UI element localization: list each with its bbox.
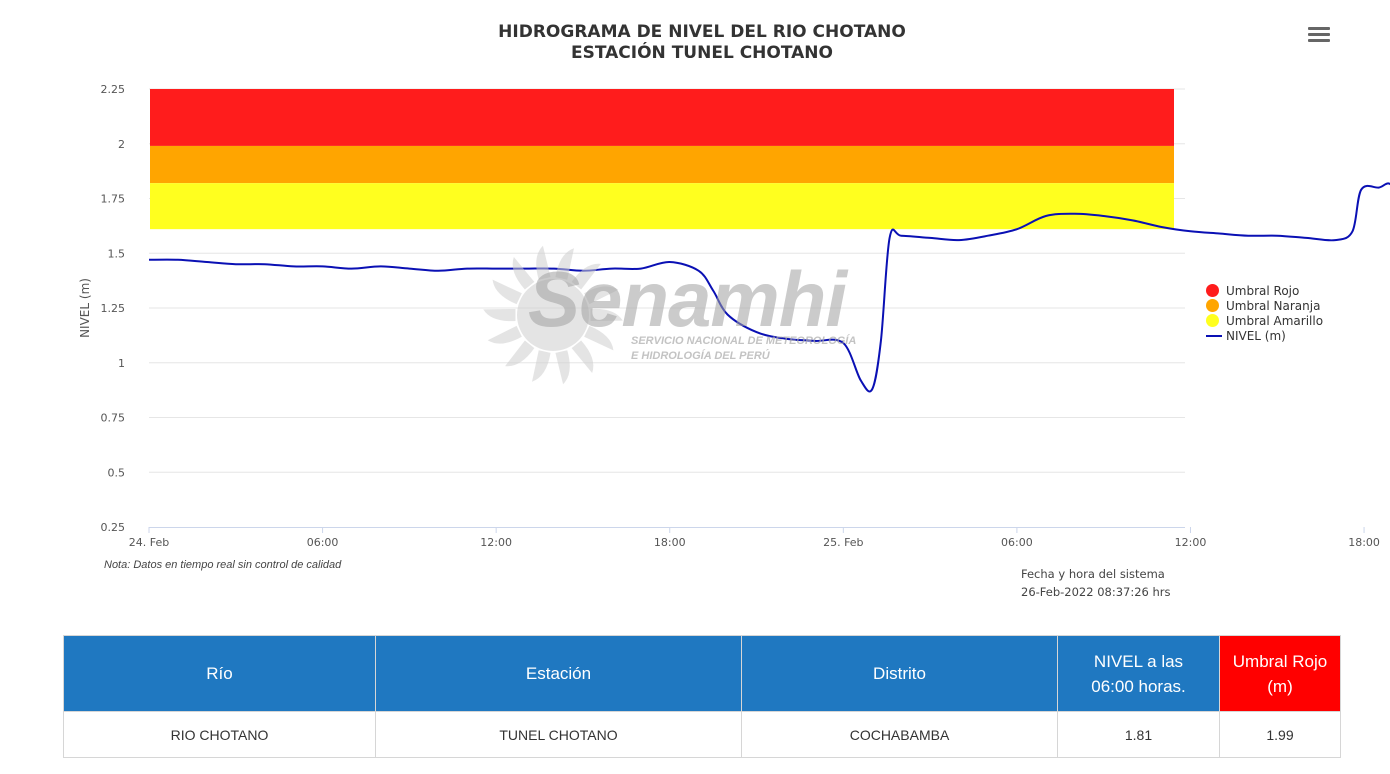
x-tick-label: 25. Feb xyxy=(823,536,863,549)
x-tick-label: 24. Feb xyxy=(129,536,169,549)
x-tick-label: 18:00 xyxy=(654,536,686,549)
y-tick-label: 1 xyxy=(118,357,125,370)
legend-label: Umbral Amarillo xyxy=(1226,313,1324,328)
legend-dot-red-icon xyxy=(1206,284,1219,297)
header-distrito: Distrito xyxy=(741,635,1058,712)
table-header-row: Río Estación Distrito NIVEL a las 06:00 … xyxy=(63,635,1341,712)
header-nivel-line-1: NIVEL a las xyxy=(1093,651,1184,671)
header-nivel: NIVEL a las 06:00 horas. xyxy=(1057,635,1220,712)
header-nivel-line-2: 06:00 horas. xyxy=(1091,676,1186,696)
chart-legend: Umbral Rojo Umbral Naranja Umbral Amaril… xyxy=(1206,283,1323,343)
legend-dot-yellow-icon xyxy=(1206,314,1219,327)
table-row: RIO CHOTANO TUNEL CHOTANO COCHABAMBA 1.8… xyxy=(63,711,1341,758)
legend-dot-orange-icon xyxy=(1206,299,1219,312)
hydrograph-chart: HIDROGRAMA DE NIVEL DEL RIO CHOTANO ESTA… xyxy=(78,22,1390,601)
system-time: Fecha y hora del sistema 26-Feb-2022 08:… xyxy=(1021,565,1171,601)
legend-line-blue-icon xyxy=(1206,334,1222,337)
chart-subtitle: ESTACIÓN TUNEL CHOTANO xyxy=(571,43,833,63)
chart-menu-icon[interactable] xyxy=(1308,27,1330,47)
x-tick-label: 06:00 xyxy=(307,536,339,549)
header-umbral-rojo: Umbral Rojo (m) xyxy=(1219,635,1341,712)
series-line-nivel xyxy=(148,182,1390,393)
x-tick-label: 18:00 xyxy=(1348,536,1380,549)
y-axis-title: NIVEL (m) xyxy=(78,278,92,338)
cell-rio: RIO CHOTANO xyxy=(63,711,376,758)
legend-item-umbral-naranja[interactable]: Umbral Naranja xyxy=(1206,298,1323,313)
x-tick-label: 12:00 xyxy=(1175,536,1207,549)
system-time-value: 26-Feb-2022 08:37:26 hrs xyxy=(1021,585,1171,599)
y-tick-label: 1.25 xyxy=(101,302,126,315)
data-quality-note: Nota: Datos en tiempo real sin control d… xyxy=(104,559,342,571)
y-tick-label: 2 xyxy=(118,138,125,151)
cell-distrito: COCHABAMBA xyxy=(741,711,1058,758)
x-tick-label: 12:00 xyxy=(480,536,512,549)
system-time-label: Fecha y hora del sistema xyxy=(1021,567,1165,581)
y-tick-label: 1.5 xyxy=(108,247,126,260)
y-tick-label: 0.25 xyxy=(101,521,126,534)
y-tick-label: 2.25 xyxy=(101,83,126,96)
band-umbral-rojo xyxy=(150,89,1174,146)
cell-umbral: 1.99 xyxy=(1219,711,1341,758)
y-tick-label: 0.5 xyxy=(108,466,126,479)
y-tick-label: 1.75 xyxy=(101,193,126,206)
legend-label: Umbral Naranja xyxy=(1226,298,1321,313)
legend-label: NIVEL (m) xyxy=(1226,328,1286,343)
legend-item-umbral-amarillo[interactable]: Umbral Amarillo xyxy=(1206,313,1323,328)
chart-title: HIDROGRAMA DE NIVEL DEL RIO CHOTANO xyxy=(498,22,906,42)
header-rio: Río xyxy=(63,635,376,712)
x-tick-label: 06:00 xyxy=(1001,536,1033,549)
cell-nivel: 1.81 xyxy=(1057,711,1220,758)
legend-label: Umbral Rojo xyxy=(1226,283,1300,298)
station-info-table: Río Estación Distrito NIVEL a las 06:00 … xyxy=(63,635,1341,758)
y-tick-label: 0.75 xyxy=(101,412,126,425)
header-estacion: Estación xyxy=(375,635,742,712)
cell-estacion: TUNEL CHOTANO xyxy=(375,711,742,758)
chart-svg: 0.25 0.5 0.75 1 1.25 1.5 1.75 2 2.25 24. Feb 06:00… xyxy=(78,83,1390,549)
legend-item-nivel[interactable]: NIVEL (m) xyxy=(1206,328,1323,343)
band-umbral-amarillo xyxy=(150,183,1174,230)
legend-item-umbral-rojo[interactable]: Umbral Rojo xyxy=(1206,283,1323,298)
band-umbral-naranja xyxy=(150,145,1174,184)
